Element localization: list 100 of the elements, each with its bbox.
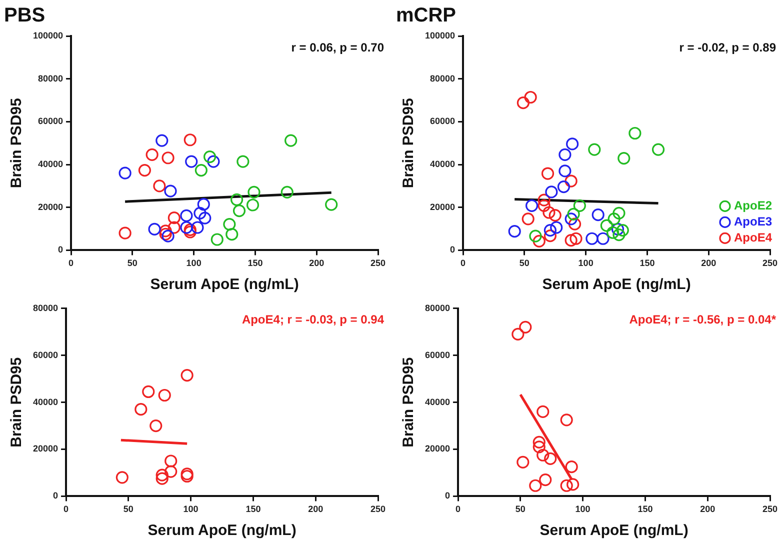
x-tick-label: 150 (640, 258, 655, 268)
chart-title: PBS (4, 4, 46, 27)
point (184, 134, 196, 146)
y-tick-label: 80000 (424, 302, 450, 313)
x-axis-title: Serum ApoE (ng/mL) (540, 522, 688, 540)
point (223, 218, 236, 231)
point (541, 167, 554, 180)
point (180, 468, 194, 480)
x-tick-label: 250 (762, 504, 778, 514)
point (538, 199, 550, 212)
point (570, 232, 582, 245)
point (210, 233, 224, 246)
point (529, 230, 542, 242)
point (600, 219, 613, 232)
y-tick-label: 60000 (38, 116, 64, 126)
point (544, 230, 557, 242)
point (525, 199, 538, 212)
point (618, 152, 630, 165)
x-tick-label: 200 (309, 258, 324, 268)
point (180, 221, 193, 234)
y-tick-label: 0 (450, 244, 456, 255)
point (606, 226, 620, 239)
point (168, 221, 180, 234)
point (558, 148, 572, 161)
point (134, 403, 148, 416)
point (628, 126, 642, 140)
point (532, 234, 546, 248)
point (194, 206, 206, 220)
point (146, 148, 158, 161)
legend-label: ApoE4 (734, 230, 772, 245)
point (544, 224, 557, 237)
point (612, 206, 626, 220)
y-tick-label: 40000 (424, 396, 450, 407)
point (194, 164, 208, 177)
point (156, 134, 168, 147)
point (232, 204, 246, 218)
point (560, 414, 573, 426)
point (168, 212, 180, 224)
point (592, 208, 604, 222)
point (280, 186, 294, 198)
point (156, 468, 168, 482)
x-tick-label: 250 (370, 504, 386, 514)
point (203, 150, 216, 164)
legend-label: ApoE3 (734, 214, 772, 229)
point (180, 369, 194, 382)
point (532, 440, 546, 454)
point (116, 471, 128, 484)
y-tick-label: 80000 (38, 73, 64, 84)
point (564, 174, 578, 188)
x-tick-label: 150 (638, 504, 653, 514)
y-tick-label: 20000 (424, 444, 450, 454)
point (191, 221, 204, 234)
point (158, 388, 171, 402)
point (164, 184, 177, 198)
y-tick-label: 0 (53, 490, 58, 501)
y-axis-title: Brain PSD95 (400, 357, 418, 448)
x-axis-title: Serum ApoE (ng/mL) (150, 276, 299, 294)
point (236, 155, 250, 168)
point (284, 134, 298, 147)
x-tick-label: 0 (68, 258, 74, 268)
x-tick-label: 200 (308, 504, 324, 514)
point (596, 232, 610, 245)
x-tick-label: 250 (762, 258, 778, 268)
point (608, 212, 620, 226)
x-tick-label: 50 (127, 258, 138, 268)
y-tick-label: 80000 (32, 302, 58, 313)
point (138, 164, 152, 177)
x-axis-title: Serum ApoE (ng/mL) (148, 522, 296, 540)
point (544, 452, 557, 465)
point (519, 320, 532, 334)
point (162, 152, 174, 164)
point (545, 186, 558, 198)
x-tick-label: 150 (248, 258, 263, 268)
point (162, 230, 174, 242)
point (230, 193, 244, 206)
y-tick-label: 60000 (32, 350, 58, 360)
point (539, 473, 552, 486)
point (153, 180, 166, 192)
point (180, 209, 193, 222)
y-tick-label: 100000 (32, 30, 64, 40)
point (566, 478, 580, 491)
y-tick-label: 60000 (430, 116, 456, 126)
x-tick-label: 100 (183, 504, 198, 514)
point (118, 166, 132, 180)
point (246, 198, 260, 212)
annotation: ApoE4; r = -0.03, p = 0.94 (242, 312, 384, 327)
point (512, 328, 524, 341)
point (164, 454, 178, 468)
point (612, 228, 626, 242)
chart-title: mCRP (396, 4, 456, 27)
point (118, 226, 132, 240)
point (652, 143, 665, 156)
point (558, 164, 572, 178)
legend-label: ApoE2 (734, 198, 772, 213)
point (588, 143, 601, 156)
point (185, 155, 198, 168)
y-tick-label: 40000 (430, 159, 456, 170)
point (198, 212, 212, 224)
point (180, 470, 194, 483)
y-tick-label: 20000 (32, 444, 58, 454)
